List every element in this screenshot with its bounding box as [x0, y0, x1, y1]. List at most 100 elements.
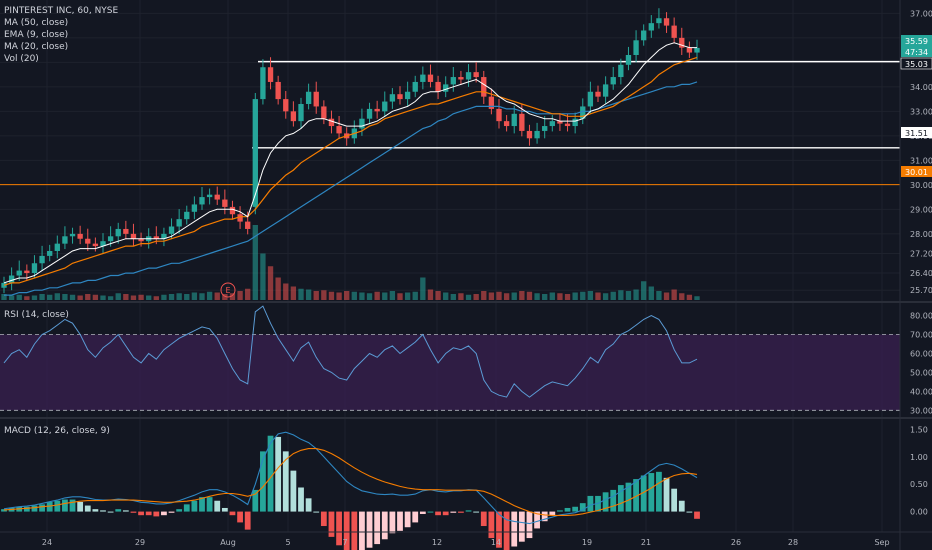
macd-histogram-bar — [419, 511, 426, 514]
macd-histogram-bar — [458, 511, 464, 513]
time-tick-label: 19 — [582, 538, 592, 547]
candle-body — [526, 130, 533, 139]
candle-body — [404, 91, 411, 100]
candle-body — [31, 263, 38, 274]
macd-histogram-bar — [107, 511, 114, 513]
macd-histogram-bar — [526, 511, 533, 539]
macd-histogram-bar — [320, 511, 327, 527]
candle-body — [92, 243, 99, 247]
candles[interactable] — [1, 8, 700, 294]
rsi-tick-label: 60.00 — [910, 349, 932, 358]
volume-bar — [359, 292, 365, 300]
candle-body — [625, 55, 632, 65]
time-tick-label: 14 — [491, 538, 501, 547]
macd-histogram-bar — [488, 511, 495, 539]
volume-bar — [496, 291, 502, 300]
volume-bar — [633, 289, 639, 300]
ma20-line — [3, 56, 698, 286]
volume-bar — [290, 286, 297, 300]
volume-bar — [473, 294, 479, 300]
macd-histogram-bar — [138, 511, 144, 516]
volume-bar — [420, 277, 426, 300]
candle-body — [184, 211, 190, 220]
ema9-line — [3, 42, 697, 284]
time-axis[interactable]: 24 29 Aug 5 7 12 14 19 21 26 28 Sep — [42, 538, 890, 547]
candle-body — [199, 197, 205, 205]
macd-histogram-bar — [511, 511, 518, 547]
volume-bar — [138, 294, 144, 300]
candle-body — [641, 30, 647, 41]
candle-body — [305, 91, 312, 104]
candle-body — [191, 204, 198, 212]
hline-31-label: 31.51 — [905, 129, 928, 138]
volume-bar — [610, 291, 616, 300]
macd-histogram-bar — [46, 501, 53, 512]
candle-body — [252, 99, 258, 207]
volume-bar — [47, 294, 53, 300]
macd-histogram-bar — [366, 511, 373, 548]
earnings-marker-label: E — [225, 286, 230, 295]
volume-bar — [54, 293, 60, 300]
time-tick-label: 5 — [285, 538, 290, 547]
macd-histogram-bar — [237, 511, 243, 523]
candle-body — [54, 243, 60, 251]
volume-bar — [587, 291, 594, 300]
legend-ema9[interactable]: EMA (9, close) — [4, 30, 68, 40]
macd-histogram-bar — [54, 500, 61, 512]
volume-bar — [526, 291, 533, 300]
macd-histogram-bar — [191, 500, 198, 512]
macd-histogram-bar — [564, 507, 571, 512]
candle-body — [564, 123, 571, 127]
volume-bar — [92, 294, 99, 300]
candle-body — [313, 91, 319, 107]
volume-bar — [618, 290, 624, 300]
macd-histogram-bar — [381, 511, 388, 540]
candle-body — [435, 81, 441, 92]
earnings-marker[interactable]: E — [220, 282, 236, 298]
macd-histogram-bar — [275, 436, 282, 512]
volume-bar — [564, 294, 571, 300]
rsi-line — [3, 305, 698, 398]
candle-body — [549, 121, 555, 127]
rsi-band — [0, 334, 900, 411]
macd-histogram-bar — [69, 499, 76, 512]
volume-bar — [366, 293, 373, 300]
legend-ma20[interactable]: MA (20, close) — [4, 42, 68, 52]
volume-bar — [404, 292, 411, 300]
volume-bar — [679, 293, 685, 300]
volume-bar — [625, 291, 632, 300]
macd-tick-label: 0.00 — [910, 508, 928, 517]
candle-body — [214, 194, 220, 200]
legend-volume[interactable]: Vol (20) — [4, 54, 39, 64]
macd-histogram-bar — [404, 511, 411, 528]
volume-bar — [8, 295, 15, 300]
symbol-title[interactable]: PINTEREST INC, 60, NYSE — [4, 6, 119, 16]
volume-bar — [336, 292, 342, 300]
candle-body — [130, 233, 137, 239]
volume-bar — [214, 292, 220, 300]
volume-bar — [107, 296, 114, 300]
legend-ma50[interactable]: MA (50, close) — [4, 18, 68, 28]
volume-bar — [344, 291, 350, 300]
macd-histogram-bar — [686, 511, 693, 513]
macd-label[interactable]: MACD (12, 26, close, 9) — [4, 426, 110, 436]
macd-histogram-bar — [161, 511, 167, 516]
candle-body — [519, 113, 525, 131]
macd-histogram-bar — [359, 511, 365, 550]
rsi-tick-label: 30.00 — [910, 406, 932, 415]
candle-body — [176, 219, 182, 227]
macd-histogram-bar — [587, 495, 594, 512]
rsi-band-fill — [0, 334, 900, 411]
candle-body — [245, 221, 251, 229]
macd-histogram-bar — [610, 489, 617, 512]
earnings-circle[interactable] — [220, 282, 236, 298]
rsi-label[interactable]: RSI (14, close) — [4, 310, 69, 320]
volume-bar — [100, 295, 106, 300]
countdown-tag — [901, 46, 932, 57]
macd-histogram-bar — [298, 487, 304, 512]
macd-histogram-bar — [465, 510, 472, 512]
horizontal-lines — [0, 60, 900, 186]
candle-body — [153, 236, 159, 239]
